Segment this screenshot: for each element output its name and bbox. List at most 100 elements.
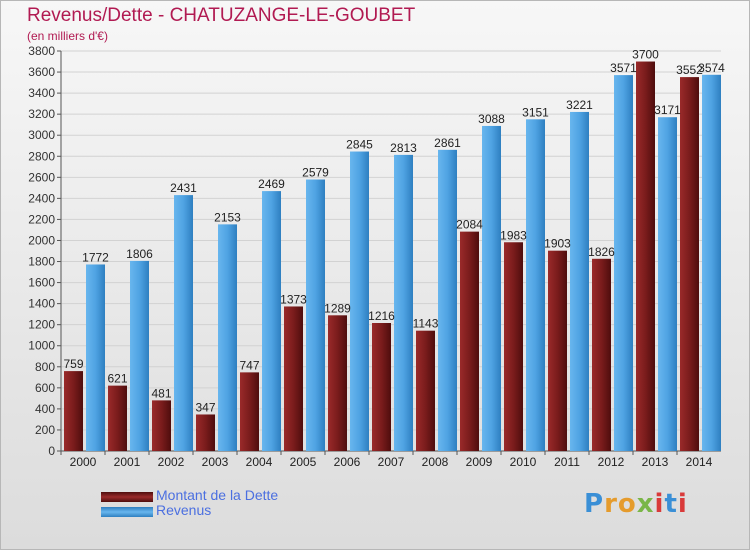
y-tick-label: 200: [35, 423, 55, 437]
x-tick-label: 2012: [598, 455, 625, 469]
y-tick-label: 2200: [28, 212, 55, 226]
x-tick-label: 2004: [246, 455, 273, 469]
value-label-revenus: 3571: [610, 61, 637, 75]
value-label-revenus: 2153: [214, 210, 241, 224]
bar-dette: [328, 315, 347, 451]
bar-revenus: [438, 149, 457, 451]
y-tick-label: 2800: [28, 149, 55, 163]
value-label-dette: 1216: [368, 309, 395, 323]
value-label-revenus: 2469: [258, 177, 285, 191]
bar-dette: [64, 371, 83, 451]
legend-label-dette: Montant de la Dette: [156, 487, 279, 503]
value-label-dette: 1983: [500, 228, 527, 242]
value-label-revenus: 2431: [170, 181, 197, 195]
x-tick-label: 2008: [422, 455, 449, 469]
y-tick-label: 3000: [28, 128, 55, 142]
y-tick-label: 2600: [28, 170, 55, 184]
bar-revenus: [702, 74, 721, 451]
value-label-revenus: 2845: [346, 138, 373, 152]
y-tick-label: 2000: [28, 233, 55, 247]
y-tick-label: 600: [35, 381, 55, 395]
y-tick-label: 3200: [28, 107, 55, 121]
value-label-dette: 1143: [413, 317, 439, 331]
bar-dette: [240, 372, 259, 451]
bar-revenus: [86, 264, 105, 451]
value-label-dette: 481: [151, 386, 171, 400]
bar-revenus: [174, 195, 193, 451]
bar-revenus: [130, 260, 149, 451]
bar-dette: [108, 385, 127, 451]
value-label-dette: 1373: [280, 292, 307, 306]
bar-revenus: [350, 151, 369, 452]
bar-dette: [592, 258, 611, 451]
x-tick-label: 2006: [334, 455, 361, 469]
legend-swatch-dette: [101, 492, 153, 502]
y-tick-label: 2400: [28, 191, 55, 205]
y-tick-label: 1400: [28, 297, 55, 311]
y-tick-label: 3400: [28, 86, 55, 100]
bar-dette: [680, 77, 699, 452]
bar-revenus: [526, 119, 545, 451]
value-label-revenus: 3171: [654, 103, 681, 117]
x-tick-label: 2003: [202, 455, 229, 469]
value-label-dette: 621: [107, 372, 127, 386]
y-tick-label: 3800: [28, 44, 55, 58]
y-tick-label: 0: [48, 444, 55, 458]
value-label-dette: 759: [63, 357, 83, 371]
value-label-dette: 3700: [632, 48, 659, 62]
value-label-revenus: 3088: [478, 112, 505, 126]
x-tick-label: 2009: [466, 455, 493, 469]
x-tick-label: 2011: [554, 455, 580, 469]
x-tick-label: 2005: [290, 455, 317, 469]
value-label-dette: 1826: [588, 245, 615, 259]
value-label-revenus: 2861: [434, 136, 461, 150]
bars: [64, 61, 721, 452]
value-label-dette: 1289: [324, 301, 351, 315]
legend-swatch-revenus: [101, 507, 153, 517]
value-label-revenus: 2579: [302, 166, 329, 180]
bar-revenus: [482, 125, 501, 452]
bar-revenus: [306, 179, 325, 452]
chart-subtitle: (en milliers d'€): [27, 29, 108, 43]
y-tick-label: 1200: [28, 318, 55, 332]
bar-dette: [372, 323, 391, 451]
chart-title: Revenus/Dette - CHATUZANGE-LE-GOUBET: [27, 5, 416, 26]
bar-revenus: [262, 191, 281, 451]
y-tick-label: 400: [35, 402, 55, 416]
bar-dette: [196, 414, 215, 451]
bar-revenus: [658, 117, 677, 452]
bar-revenus: [218, 224, 237, 451]
value-label-dette: 2084: [456, 218, 483, 232]
bar-revenus: [614, 75, 633, 452]
value-label-revenus: 1772: [82, 250, 109, 264]
value-label-revenus: 2813: [390, 141, 417, 155]
x-tick-label: 2007: [378, 455, 405, 469]
bar-dette: [152, 400, 171, 451]
value-label-revenus: 1806: [126, 247, 153, 261]
x-tick-label: 2001: [114, 455, 141, 469]
value-label-revenus: 3151: [522, 105, 549, 119]
y-tick-label: 3600: [28, 65, 55, 79]
value-label-dette: 747: [239, 358, 259, 372]
bar-dette: [636, 61, 655, 452]
y-tick-label: 1000: [28, 339, 55, 353]
bar-dette: [548, 250, 567, 451]
value-labels: 759 621 481 347 747 1373 1289 1216 1143 2084 1983 1…: [63, 48, 725, 415]
y-tick-label: 1800: [28, 255, 55, 269]
value-label-revenus: 3221: [566, 98, 593, 112]
value-label-revenus: 3574: [698, 61, 725, 75]
x-tick-label: 2002: [158, 455, 185, 469]
x-tick-label: 2000: [70, 455, 97, 469]
bar-dette: [504, 242, 523, 451]
x-tick-label: 2014: [686, 455, 713, 469]
y-tick-label: 800: [35, 360, 55, 374]
x-tick-label: 2010: [510, 455, 537, 469]
bar-revenus: [570, 111, 589, 452]
bar-revenus: [394, 154, 413, 452]
value-label-dette: 347: [195, 400, 215, 414]
legend-label-revenus: Revenus: [156, 502, 212, 518]
proxiti-logo: Proxiti: [584, 489, 688, 519]
y-tick-label: 1600: [28, 276, 55, 290]
